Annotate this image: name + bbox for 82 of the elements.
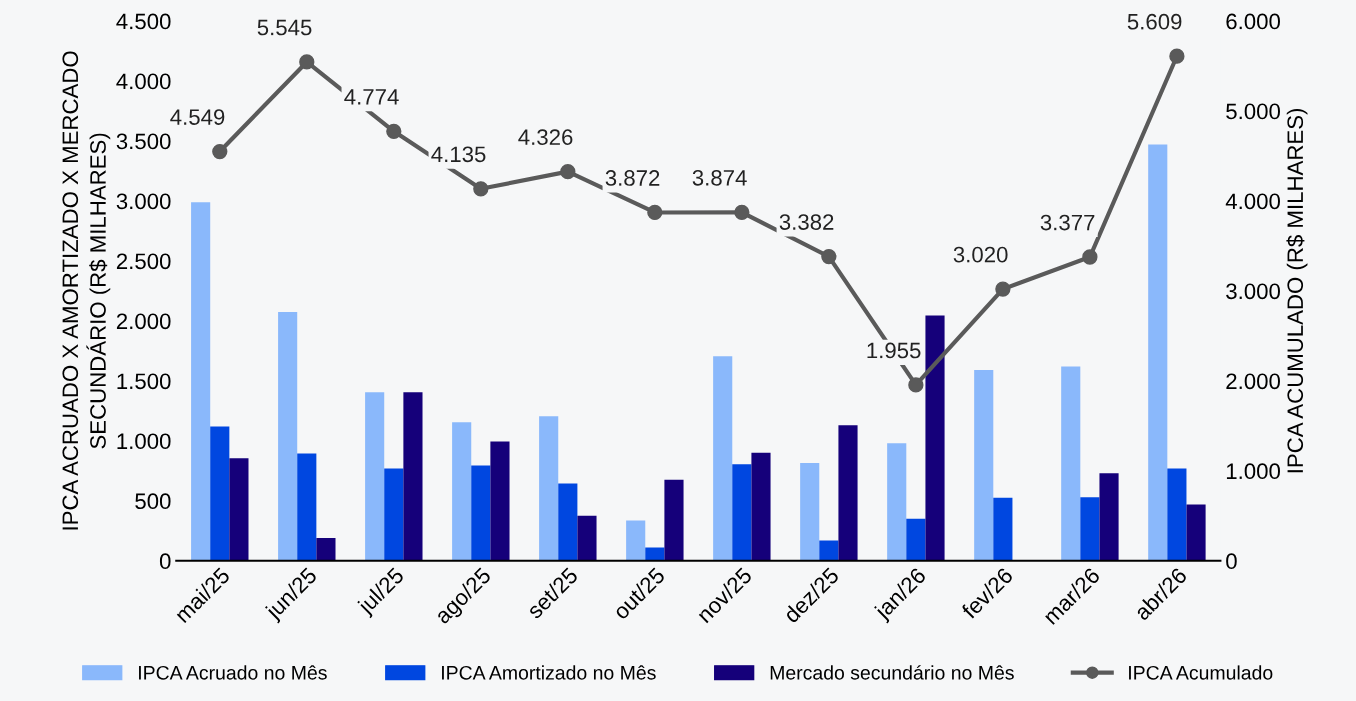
y-tick-label: 2.500 (116, 253, 171, 270)
bar (471, 465, 491, 561)
bar (732, 464, 752, 561)
legend-label: IPCA Amortizado no Mês (442, 665, 656, 680)
data-label: 3.020 (953, 246, 1008, 263)
y2-tick-label: 0 (1226, 553, 1237, 570)
bar (577, 515, 597, 561)
bar (278, 311, 298, 561)
bar (365, 392, 385, 561)
y2-tick-label: 4.000 (1225, 193, 1280, 210)
point (647, 204, 663, 221)
legend-label: IPCA Acumulado (1129, 665, 1273, 680)
y2-tick-label: 2.000 (1226, 373, 1280, 390)
y-tick-label: 2.000 (116, 313, 171, 330)
bar (1148, 144, 1168, 561)
data-label: 4.326 (518, 129, 573, 146)
bar (713, 356, 733, 561)
data-label: 4.774 (344, 89, 399, 105)
y-tick-label: 3.000 (116, 193, 171, 210)
y-tick-label: 1.000 (117, 433, 171, 450)
bar (452, 422, 472, 561)
bar (925, 315, 945, 561)
y2-tick-label: 5.000 (1226, 103, 1280, 120)
bar (1080, 497, 1100, 561)
data-label: 5.609 (1127, 13, 1182, 30)
bar (1099, 473, 1119, 561)
y-tick-label: 1.500 (117, 373, 171, 390)
point (473, 181, 489, 197)
point (560, 163, 576, 180)
y2-tick-label: 6.000 (1226, 13, 1280, 30)
bar (384, 468, 404, 561)
bar (539, 416, 559, 561)
point (1169, 48, 1185, 64)
y-tick-label: 500 (135, 493, 171, 510)
bar (751, 452, 771, 561)
y2-tick-label: 1.000 (1226, 463, 1280, 480)
y-tick-label: 0 (159, 553, 171, 570)
bar (297, 453, 317, 561)
bar (1061, 366, 1081, 561)
point (734, 204, 750, 220)
y-tick-label: 4.000 (116, 73, 171, 90)
y2-axis-title: IPCA ACUMULADO (R$ MILHARES) (1286, 108, 1308, 473)
bar (626, 520, 646, 561)
legend-label: IPCA Acruado no Mês (139, 665, 327, 680)
bar (1167, 468, 1187, 561)
data-label: 5.545 (257, 19, 312, 36)
bar (403, 392, 423, 561)
point (821, 248, 837, 265)
y2-tick-label: 3.000 (1226, 283, 1280, 300)
bar (316, 538, 336, 561)
data-label: 3.872 (605, 170, 660, 186)
bar (1186, 504, 1206, 561)
bar (906, 518, 926, 561)
point (995, 281, 1011, 297)
y-tick-label: 4.500 (116, 13, 171, 30)
point (908, 377, 924, 393)
point (1082, 249, 1098, 265)
point (212, 143, 228, 160)
bar (664, 479, 684, 561)
data-label: 1.955 (867, 342, 921, 359)
bar (645, 547, 665, 561)
y-axis-title: IPCA ACRUADO X AMORTIZADO X MERCADO SECUNDÁRIO (R$ MILHARES) (62, 51, 111, 530)
bar (800, 463, 820, 561)
bar (993, 497, 1013, 561)
bar (838, 425, 858, 561)
point (299, 54, 315, 70)
bar (490, 441, 510, 561)
data-label: 3.382 (779, 214, 834, 230)
data-label: 4.549 (170, 109, 225, 125)
bar (887, 443, 907, 561)
bar (819, 540, 839, 561)
y-tick-label: 3.500 (116, 133, 171, 150)
bar (191, 202, 211, 561)
bar (558, 483, 578, 561)
data-label: 3.377 (1040, 214, 1095, 231)
legend-label: Mercado secundário no Mês (770, 665, 1014, 680)
bar (210, 426, 230, 561)
data-label: 4.135 (431, 146, 486, 163)
point (386, 123, 402, 139)
bar (974, 370, 994, 561)
data-label: 3.874 (692, 169, 747, 186)
bar (229, 458, 249, 561)
